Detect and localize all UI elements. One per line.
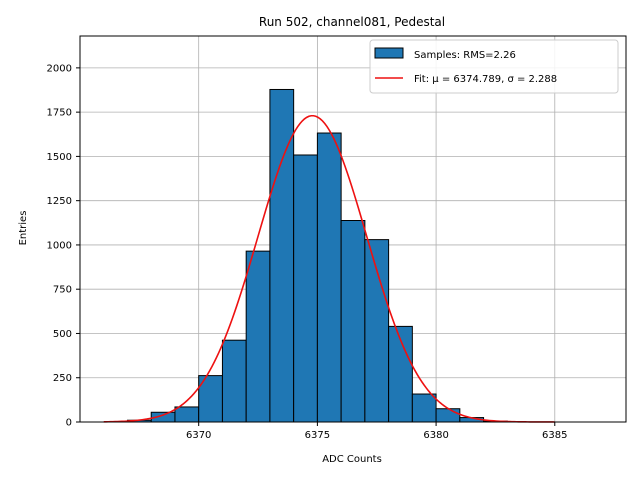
y-tick-label: 1750	[47, 108, 72, 119]
x-tick-label: 6385	[542, 430, 567, 441]
histogram-bar	[221, 339, 247, 423]
histogram-bar	[174, 406, 200, 423]
y-tick-label: 1250	[47, 196, 72, 207]
fit-curve	[103, 114, 555, 423]
legend-fit-label: Fit: μ = 6374.789, σ = 2.288	[414, 74, 557, 85]
histogram-bar	[245, 250, 271, 423]
chart-title: Run 502, channel081, Pedestal	[259, 15, 445, 29]
y-tick-label: 250	[53, 373, 72, 384]
histogram-bar	[435, 408, 461, 423]
y-tick-label: 0	[66, 418, 72, 429]
histogram-bar	[411, 393, 437, 423]
y-tick-label: 750	[53, 285, 72, 296]
legend-histogram-swatch	[374, 47, 404, 59]
x-tick-label: 6370	[186, 430, 211, 441]
histogram-bar	[293, 154, 318, 423]
y-tick-label: 2000	[47, 63, 72, 74]
y-tick-label: 1000	[47, 240, 72, 251]
x-tick-label: 6375	[305, 430, 330, 441]
y-tick-label: 1500	[47, 152, 72, 163]
x-axis-label: ADC Counts	[322, 454, 382, 465]
legend: Samples: RMS=2.26 Fit: μ = 6374.789, σ =…	[369, 39, 619, 94]
plot-frame	[79, 35, 627, 423]
histogram-bar	[364, 239, 390, 423]
plot-area: 6370 6375 6380 6385 0 250 500 750 1000 1250 1500 17…	[47, 35, 627, 441]
y-axis-label: Entries	[18, 211, 29, 246]
legend-histogram-label: Samples: RMS=2.26	[414, 50, 516, 61]
legend-box	[369, 39, 619, 94]
histogram-bar	[316, 132, 342, 423]
histogram-bar	[340, 220, 366, 423]
y-tick-label: 500	[53, 329, 72, 340]
x-tick-label: 6380	[423, 430, 448, 441]
